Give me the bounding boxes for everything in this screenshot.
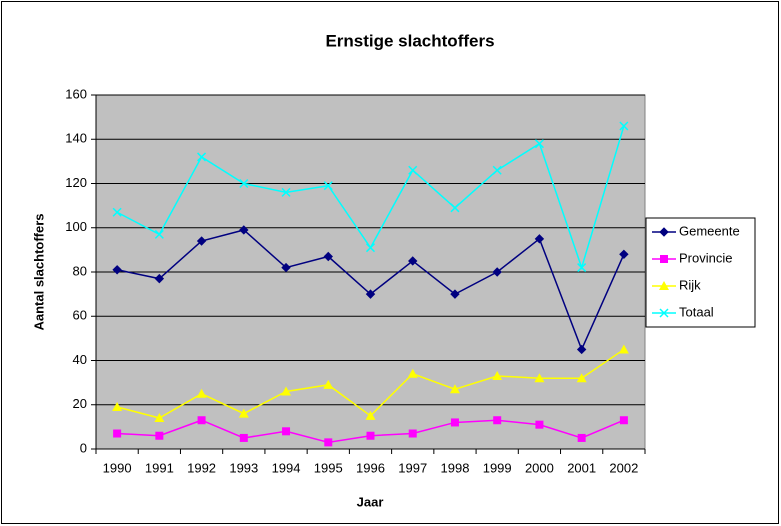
x-tick-label: 1996: [356, 460, 385, 475]
marker: [618, 344, 629, 354]
legend-marker: [659, 227, 669, 237]
marker: [324, 438, 333, 447]
x-tick-label: 1999: [483, 460, 512, 475]
x-tick-label: 2002: [609, 460, 638, 475]
marker: [449, 384, 460, 394]
x-tick-label: 1993: [229, 460, 258, 475]
chart-title: Ernstige slachtoffers: [325, 31, 494, 50]
legend-label: Rijk: [679, 277, 701, 292]
marker: [493, 416, 502, 425]
legend-marker: [659, 308, 669, 318]
marker: [535, 420, 544, 429]
marker: [619, 249, 629, 260]
marker: [238, 408, 249, 418]
marker: [239, 433, 248, 442]
marker: [281, 386, 292, 396]
y-tick-label: 40: [73, 352, 87, 367]
marker: [197, 152, 207, 162]
marker: [197, 416, 206, 425]
x-tick-label: 1997: [398, 460, 427, 475]
marker: [407, 368, 418, 378]
legend-label: Provincie: [679, 250, 732, 265]
legend-label: Gemeente: [679, 223, 740, 238]
y-axis-title: Aantal slachtoffers: [31, 213, 46, 330]
marker: [492, 370, 503, 380]
x-tick-label: 1991: [145, 460, 174, 475]
x-tick-label: 2000: [525, 460, 554, 475]
marker: [154, 273, 165, 284]
marker: [112, 265, 122, 275]
marker: [408, 256, 418, 266]
legend-label: Totaal: [679, 304, 714, 319]
marker: [323, 251, 333, 262]
legend-marker: [660, 255, 668, 263]
marker: [534, 139, 544, 149]
marker: [365, 410, 376, 420]
marker: [492, 165, 502, 175]
marker: [450, 289, 460, 299]
marker: [534, 234, 545, 244]
x-axis-title: Jaar: [357, 494, 384, 509]
y-tick-label: 100: [65, 219, 87, 234]
y-tick-label: 80: [73, 263, 87, 278]
marker: [323, 379, 334, 389]
marker: [408, 429, 417, 438]
marker: [196, 388, 207, 398]
x-tick-label: 1992: [187, 460, 216, 475]
marker: [196, 236, 207, 246]
marker: [239, 225, 249, 235]
x-tick-label: 2001: [567, 460, 596, 475]
marker: [154, 229, 164, 239]
x-tick-label: 1998: [441, 460, 470, 475]
x-tick-label: 1995: [314, 460, 343, 475]
marker: [155, 431, 164, 440]
marker: [450, 418, 459, 427]
marker: [450, 203, 460, 213]
marker: [619, 416, 628, 425]
marker: [154, 413, 165, 423]
legend-marker: [659, 281, 669, 290]
marker: [408, 165, 418, 175]
marker: [113, 429, 122, 438]
marker: [112, 401, 123, 411]
x-tick-label: 1994: [272, 460, 301, 475]
marker: [112, 207, 122, 217]
y-tick-label: 140: [65, 131, 87, 146]
marker: [576, 373, 587, 383]
marker: [619, 121, 629, 131]
marker: [534, 373, 545, 383]
marker: [281, 187, 291, 197]
marker: [577, 433, 586, 442]
marker: [239, 178, 249, 189]
y-tick-label: 60: [73, 308, 87, 323]
x-tick-label: 1990: [103, 460, 132, 475]
marker: [576, 344, 587, 355]
y-tick-label: 160: [65, 86, 87, 101]
marker: [323, 181, 333, 191]
y-tick-label: 0: [80, 440, 87, 455]
marker: [282, 427, 291, 436]
marker: [281, 262, 291, 273]
y-tick-label: 20: [73, 396, 87, 411]
marker: [577, 263, 587, 273]
y-tick-label: 120: [65, 175, 87, 190]
marker: [492, 267, 502, 277]
marker: [366, 431, 375, 440]
marker: [365, 243, 376, 253]
marker: [365, 289, 376, 299]
